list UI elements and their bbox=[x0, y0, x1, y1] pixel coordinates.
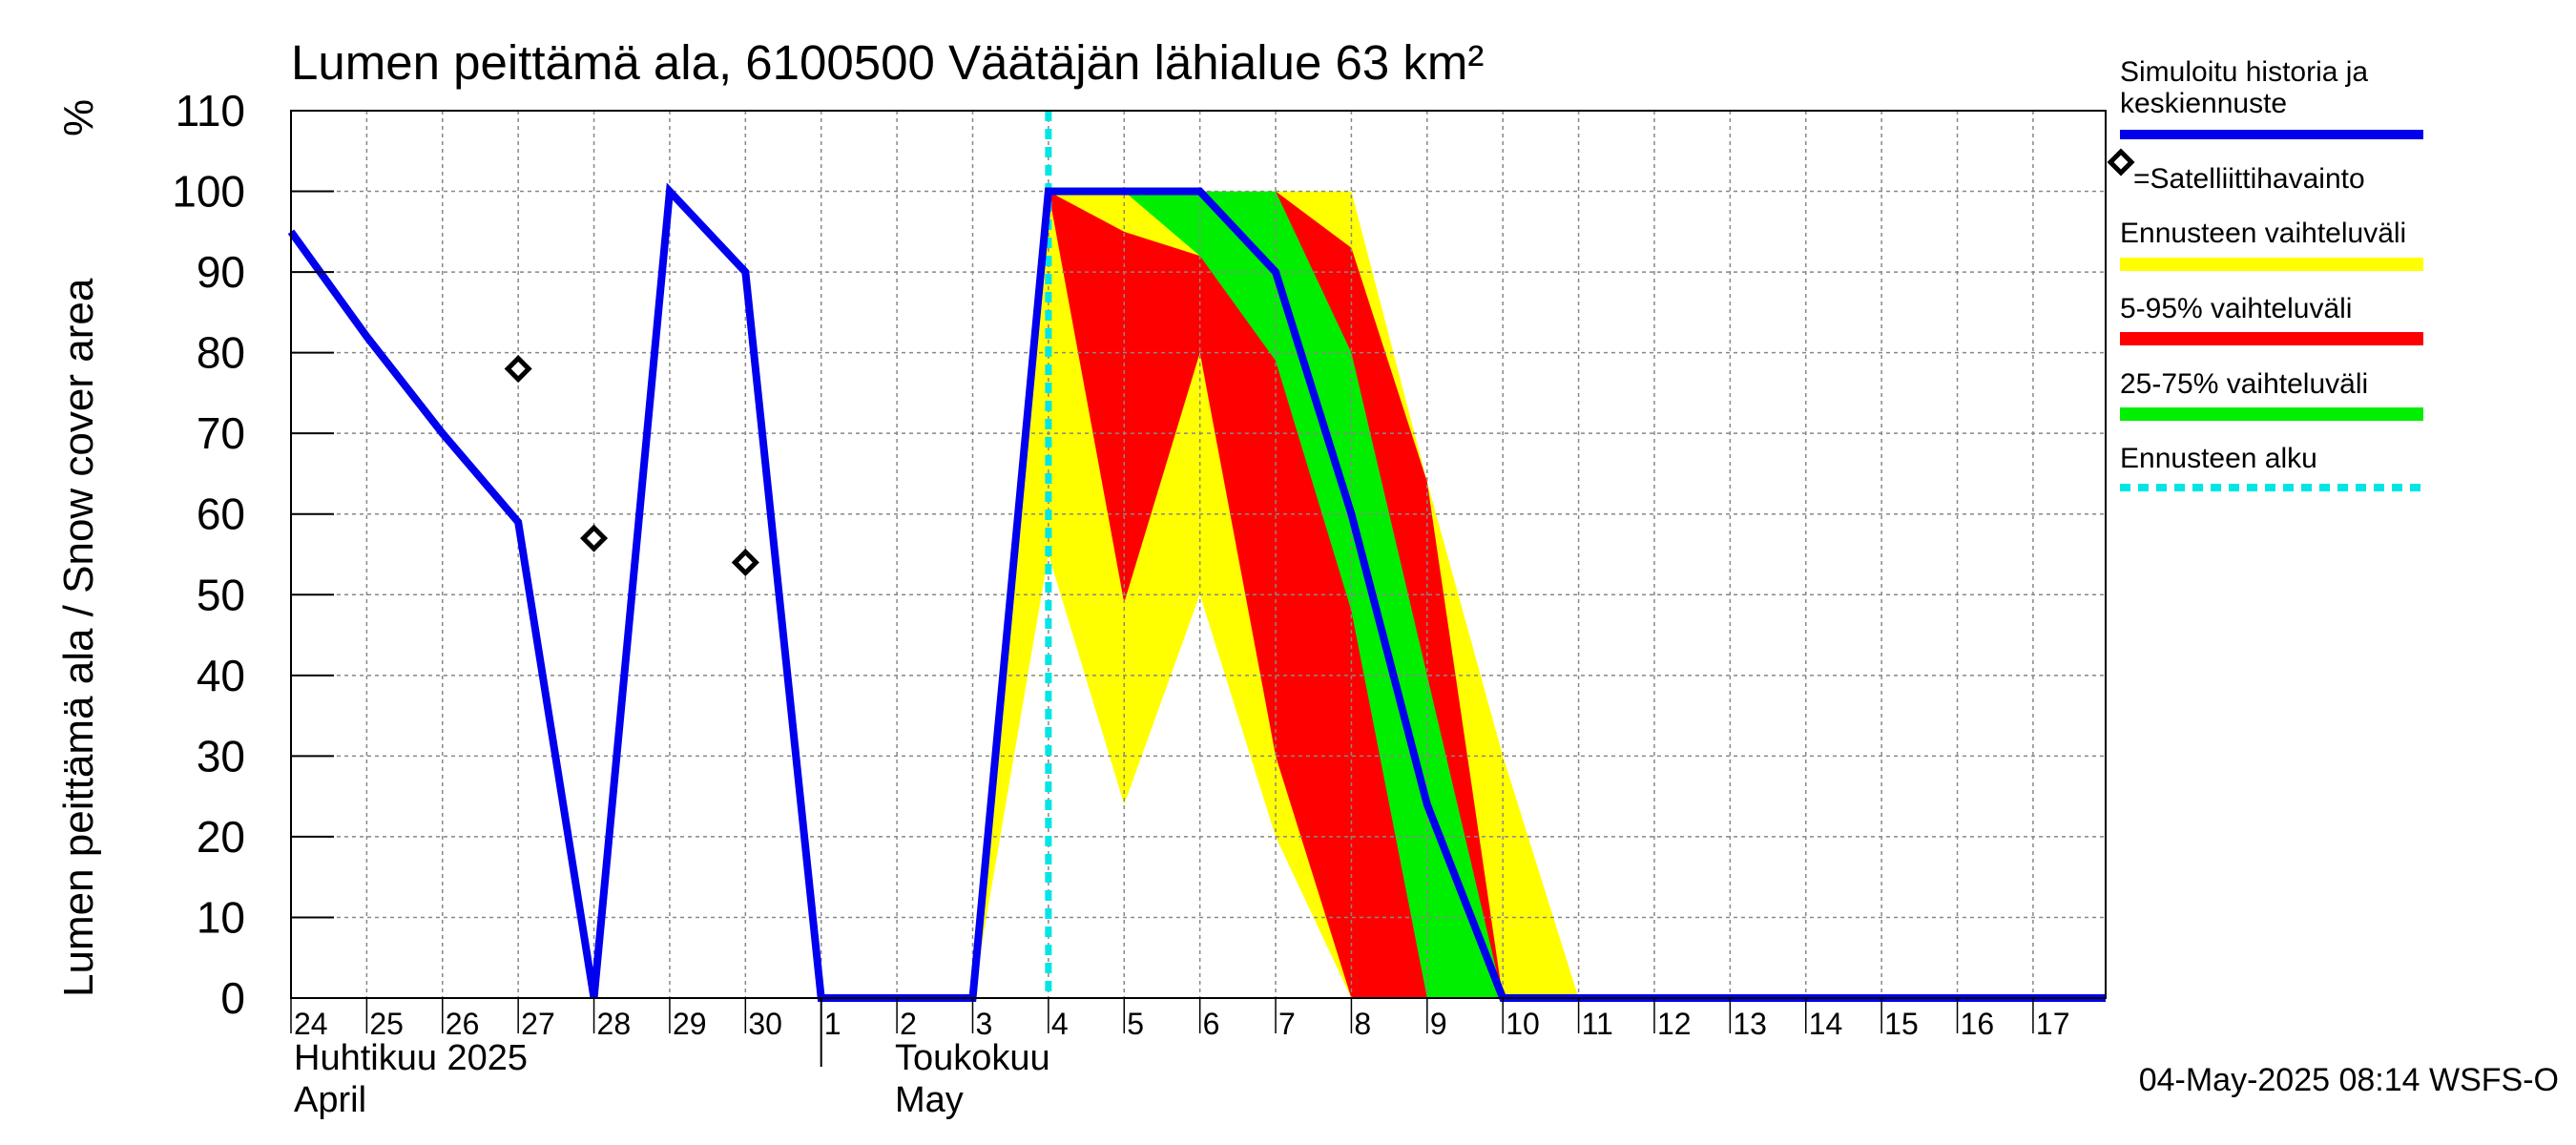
footer-timestamp: 04-May-2025 08:14 WSFS-O bbox=[2139, 1062, 2559, 1098]
x-tick-label: 17 bbox=[2036, 1007, 2070, 1041]
month-label-may-fi: Toukokuu bbox=[895, 1038, 1050, 1078]
legend-label: Ennusteen alku bbox=[2120, 443, 2317, 474]
satellite-point bbox=[731, 548, 759, 576]
x-tick-label: 24 bbox=[294, 1007, 328, 1041]
month-label-april-fi: Huhtikuu 2025 bbox=[294, 1038, 528, 1078]
y-axis-label: Lumen peittämä ala / Snow cover area bbox=[55, 278, 102, 997]
x-tick-label: 10 bbox=[1506, 1007, 1540, 1041]
y-tick-label: 30 bbox=[197, 731, 245, 781]
x-tick-label: 4 bbox=[1051, 1007, 1069, 1041]
x-tick-label: 3 bbox=[975, 1007, 992, 1041]
y-tick-label: 0 bbox=[220, 973, 245, 1023]
y-tick-label: 110 bbox=[176, 86, 245, 135]
satellite-point bbox=[580, 524, 609, 552]
x-tick-label: 30 bbox=[748, 1007, 782, 1041]
month-label-may-en: May bbox=[895, 1080, 964, 1120]
y-tick-label: 40 bbox=[197, 651, 245, 700]
month-label-april-en: April bbox=[294, 1080, 366, 1120]
legend-label: Simuloitu historia ja bbox=[2120, 56, 2368, 88]
x-tick-label: 2 bbox=[900, 1007, 917, 1041]
y-tick-label: 50 bbox=[197, 570, 245, 619]
x-tick-label: 27 bbox=[521, 1007, 555, 1041]
grid bbox=[291, 110, 2106, 998]
legend-label: 25-75% vaihteluväli bbox=[2120, 368, 2368, 400]
plot-frame bbox=[290, 110, 2107, 999]
legend-label: Ennusteen vaihteluväli bbox=[2120, 218, 2406, 249]
x-tick-label: 16 bbox=[1961, 1007, 1995, 1041]
x-tick-label: 14 bbox=[1809, 1007, 1843, 1041]
x-tick-label: 8 bbox=[1354, 1007, 1371, 1041]
observation-points bbox=[504, 355, 759, 576]
x-tick-label: 9 bbox=[1430, 1007, 1447, 1041]
x-tick-label: 7 bbox=[1278, 1007, 1296, 1041]
y-axis-unit: % bbox=[55, 99, 102, 136]
x-tick-label: 29 bbox=[673, 1007, 707, 1041]
legend-label: 5-95% vaihteluväli bbox=[2120, 293, 2352, 324]
legend-label: keskiennuste bbox=[2120, 88, 2287, 119]
legend-swatch bbox=[2107, 148, 2135, 177]
x-tick-label: 11 bbox=[1582, 1007, 1613, 1041]
x-tick-label: 1 bbox=[824, 1007, 841, 1041]
x-tick-label: 15 bbox=[1884, 1007, 1919, 1041]
y-tick-label: 70 bbox=[197, 408, 245, 458]
x-tick-label: 12 bbox=[1657, 1007, 1692, 1041]
y-tick-label: 90 bbox=[197, 247, 245, 297]
satellite-point bbox=[504, 355, 532, 384]
y-tick-label: 60 bbox=[197, 489, 245, 539]
x-tick-label: 25 bbox=[369, 1007, 404, 1041]
x-tick-label: 13 bbox=[1733, 1007, 1767, 1041]
x-tick-label: 28 bbox=[597, 1007, 632, 1041]
x-tick-label: 26 bbox=[446, 1007, 480, 1041]
x-tick-label: 5 bbox=[1127, 1007, 1144, 1041]
legend-label: =Satelliittihavainto bbox=[2133, 163, 2365, 195]
chart-title: Lumen peittämä ala, 6100500 Väätäjän läh… bbox=[291, 35, 1484, 90]
y-tick-label: 20 bbox=[197, 812, 245, 862]
x-tick-label: 6 bbox=[1203, 1007, 1220, 1041]
band-2 bbox=[1048, 191, 1504, 998]
y-tick-label: 10 bbox=[197, 892, 245, 942]
y-tick-label: 80 bbox=[197, 328, 245, 378]
y-tick-label: 100 bbox=[172, 167, 245, 217]
